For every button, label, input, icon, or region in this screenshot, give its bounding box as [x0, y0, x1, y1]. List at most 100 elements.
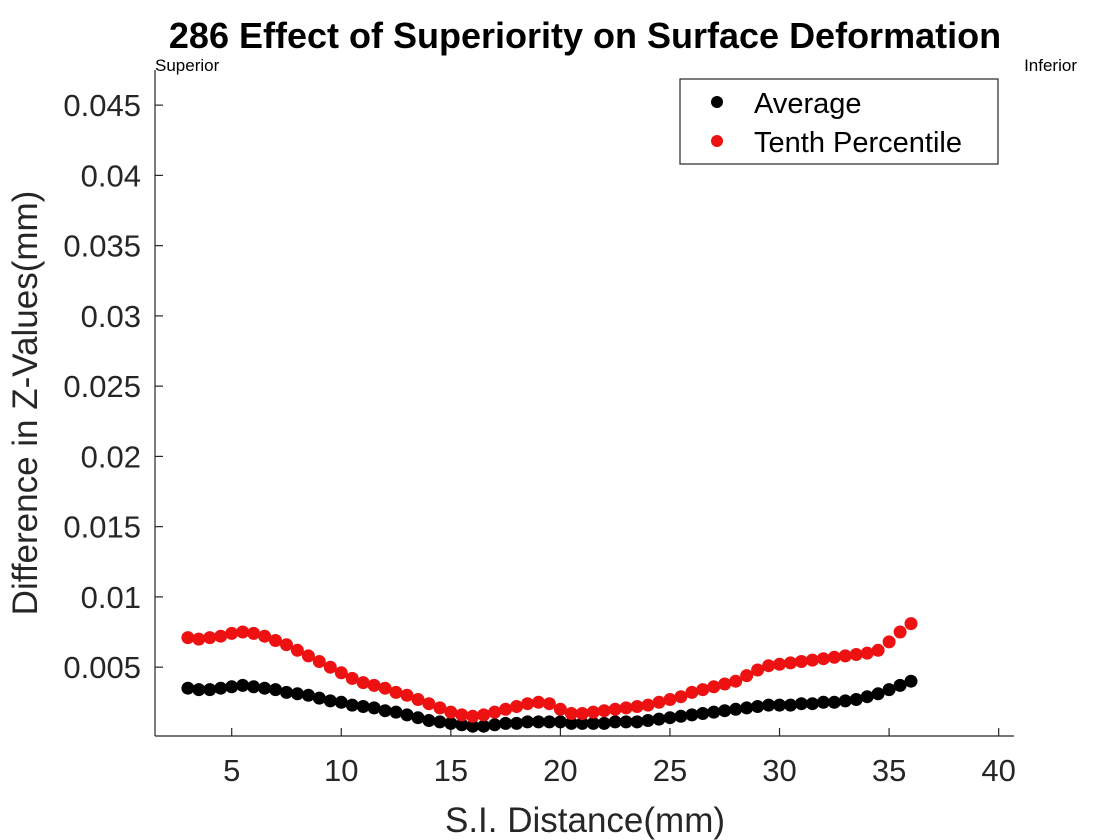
data-point [630, 700, 644, 713]
data-point [564, 707, 578, 720]
data-point [597, 716, 611, 730]
data-point [214, 629, 228, 643]
data-point [553, 715, 567, 729]
data-point [411, 693, 425, 706]
data-point [466, 719, 480, 733]
superior-annotation: Superior [155, 56, 220, 75]
series-tenth-percentile [181, 617, 918, 723]
data-point [532, 695, 545, 709]
data-point [773, 657, 786, 671]
data-point [192, 683, 206, 697]
x-tick-label: 40 [981, 753, 1015, 788]
data-point [455, 708, 469, 722]
data-point [794, 655, 808, 668]
data-point [805, 653, 819, 667]
data-point [773, 698, 786, 712]
data-point [663, 711, 677, 725]
data-point [444, 705, 458, 719]
series-average [181, 674, 918, 733]
data-point [729, 674, 743, 688]
data-point [433, 701, 447, 715]
data-point [564, 716, 578, 730]
legend-label-average: Average [754, 88, 862, 120]
data-point [849, 693, 863, 706]
data-point [290, 643, 304, 657]
data-point [433, 715, 447, 729]
data-point [849, 648, 863, 661]
chart-title: 286 Effect of Superiority on Surface Def… [169, 15, 1001, 56]
data-point [707, 680, 721, 694]
legend-marker-tenth-percentile [711, 135, 723, 147]
legend-marker-average [711, 96, 723, 108]
data-point [718, 704, 732, 718]
data-point [893, 678, 907, 692]
data-point [805, 697, 819, 711]
data-point [904, 617, 918, 631]
data-point [521, 715, 534, 729]
data-point [269, 683, 282, 697]
data-point [762, 698, 776, 712]
data-point [192, 632, 206, 646]
data-point [466, 709, 480, 723]
data-point [860, 690, 874, 704]
data-point [751, 663, 765, 677]
data-point [784, 656, 797, 670]
x-ticks: 5 10 15 20 25 30 35 40 [223, 728, 1016, 788]
x-tick-label: 30 [762, 753, 796, 788]
data-point [290, 687, 304, 701]
data-point [904, 674, 918, 688]
data-point [729, 702, 743, 716]
data-point [652, 695, 666, 709]
data-point [663, 693, 677, 706]
legend: Average Tenth Percentile [679, 78, 999, 165]
y-tick-label: 0.045 [63, 88, 141, 123]
x-tick-label: 20 [543, 753, 577, 788]
data-point [280, 638, 293, 652]
y-tick-label: 0.025 [63, 369, 141, 404]
data-point [203, 631, 217, 645]
data-point [696, 683, 710, 697]
data-point [214, 681, 228, 695]
data-point [542, 697, 556, 711]
data-point [608, 702, 622, 716]
data-point [280, 685, 293, 699]
data-point [882, 635, 896, 649]
data-point [488, 718, 502, 732]
y-tick-label: 0.015 [63, 510, 141, 545]
legend-box [679, 78, 999, 165]
data-point [630, 715, 644, 729]
data-point [422, 697, 436, 711]
data-point [488, 705, 502, 719]
data-point [619, 701, 633, 715]
data-point [652, 712, 666, 726]
data-point [641, 714, 655, 727]
data-point [378, 681, 392, 695]
data-point [696, 707, 710, 720]
data-point [674, 690, 688, 704]
data-point [345, 698, 359, 712]
data-point [816, 652, 830, 666]
data-point [871, 687, 885, 701]
data-point [356, 676, 370, 690]
data-point [400, 708, 414, 722]
data-point [532, 715, 545, 729]
data-point [247, 626, 261, 640]
data-point [553, 702, 567, 716]
data-point [378, 704, 392, 718]
data-point [334, 666, 348, 680]
data-point [740, 669, 754, 683]
y-tick-label: 0.04 [81, 158, 141, 193]
data-point [181, 631, 195, 645]
data-point [510, 700, 524, 713]
data-point [389, 685, 403, 699]
x-tick-label: 10 [324, 753, 358, 788]
data-point [542, 715, 556, 729]
data-point [794, 697, 808, 711]
x-tick-label: 35 [872, 753, 906, 788]
data-point [608, 715, 622, 729]
data-point [258, 681, 272, 695]
data-point [422, 714, 436, 727]
x-tick-label: 15 [434, 753, 468, 788]
data-point [477, 708, 491, 722]
data-point [893, 625, 907, 639]
